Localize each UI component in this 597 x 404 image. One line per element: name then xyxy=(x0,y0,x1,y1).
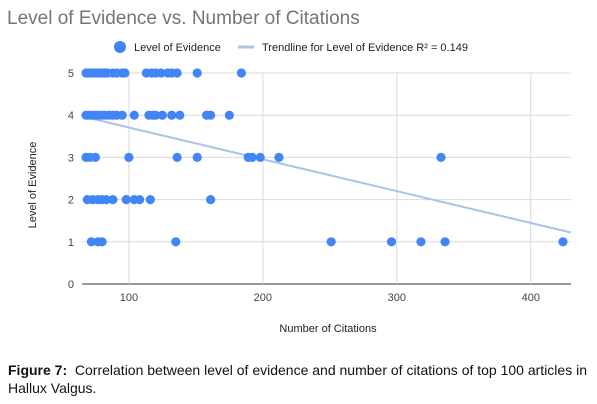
data-point xyxy=(145,195,155,205)
data-point xyxy=(121,195,131,205)
data-point xyxy=(274,152,284,162)
x-tick-label: 100 xyxy=(120,292,138,304)
data-point xyxy=(172,68,182,78)
x-tick-label: 400 xyxy=(522,292,540,304)
gridlines xyxy=(82,72,571,285)
data-point xyxy=(326,237,336,247)
data-point xyxy=(101,195,111,205)
x-tick-label: 300 xyxy=(388,292,406,304)
data-point xyxy=(108,195,118,205)
y-tick-label: 4 xyxy=(68,110,74,122)
trendline xyxy=(85,116,572,234)
legend: Level of Evidence Trendline for Level of… xyxy=(114,41,468,54)
tick-labels: 0 1 2 3 4 5 100 200 300 400 xyxy=(68,68,540,304)
data-point xyxy=(440,237,450,247)
data-point xyxy=(236,68,247,78)
y-tick-label: 2 xyxy=(68,195,74,207)
data-point xyxy=(90,152,100,162)
data-point xyxy=(416,237,426,247)
data-point xyxy=(117,110,127,120)
figure-label: Figure 7: xyxy=(8,362,68,378)
data-point xyxy=(247,152,257,162)
chart-title: Level of Evidence vs. Number of Citation… xyxy=(7,8,360,29)
data-point xyxy=(157,110,167,120)
data-point xyxy=(171,237,181,247)
data-point xyxy=(97,237,107,247)
data-point xyxy=(192,68,202,78)
data-point xyxy=(175,110,185,120)
y-axis-label: Level of Evidence xyxy=(27,142,39,229)
data-point xyxy=(206,195,216,205)
data-point xyxy=(135,195,145,205)
data-point xyxy=(86,237,96,247)
scatter-chart: Level of Evidence vs. Number of Citation… xyxy=(7,8,572,335)
figure-caption-text: Correlation between level of evidence an… xyxy=(8,362,587,396)
data-point xyxy=(156,68,166,78)
data-point xyxy=(436,152,446,162)
data-point xyxy=(120,68,130,78)
y-tick-label: 3 xyxy=(68,152,74,164)
trendline-layer xyxy=(85,116,572,234)
y-tick-label: 0 xyxy=(68,279,74,291)
legend-series-label: Level of Evidence xyxy=(134,42,221,54)
data-point xyxy=(255,152,265,162)
data-points xyxy=(81,68,568,247)
legend-trendline-label: Trendline for Level of Evidence R² = 0.1… xyxy=(262,42,468,54)
legend-series-marker xyxy=(114,41,126,53)
y-tick-label: 1 xyxy=(68,237,74,249)
data-point xyxy=(192,152,202,162)
x-tick-label: 200 xyxy=(254,292,272,304)
data-point xyxy=(224,110,234,120)
figure-caption: Figure 7: Correlation between level of e… xyxy=(8,361,593,397)
data-point xyxy=(151,110,161,120)
data-point xyxy=(172,152,182,162)
y-tick-label: 5 xyxy=(68,68,74,80)
data-point xyxy=(124,152,134,162)
x-axis-label: Number of Citations xyxy=(279,323,377,335)
data-point xyxy=(386,237,397,247)
data-point xyxy=(129,110,139,120)
data-point xyxy=(167,110,177,120)
data-point xyxy=(206,110,216,120)
data-point xyxy=(558,237,568,247)
